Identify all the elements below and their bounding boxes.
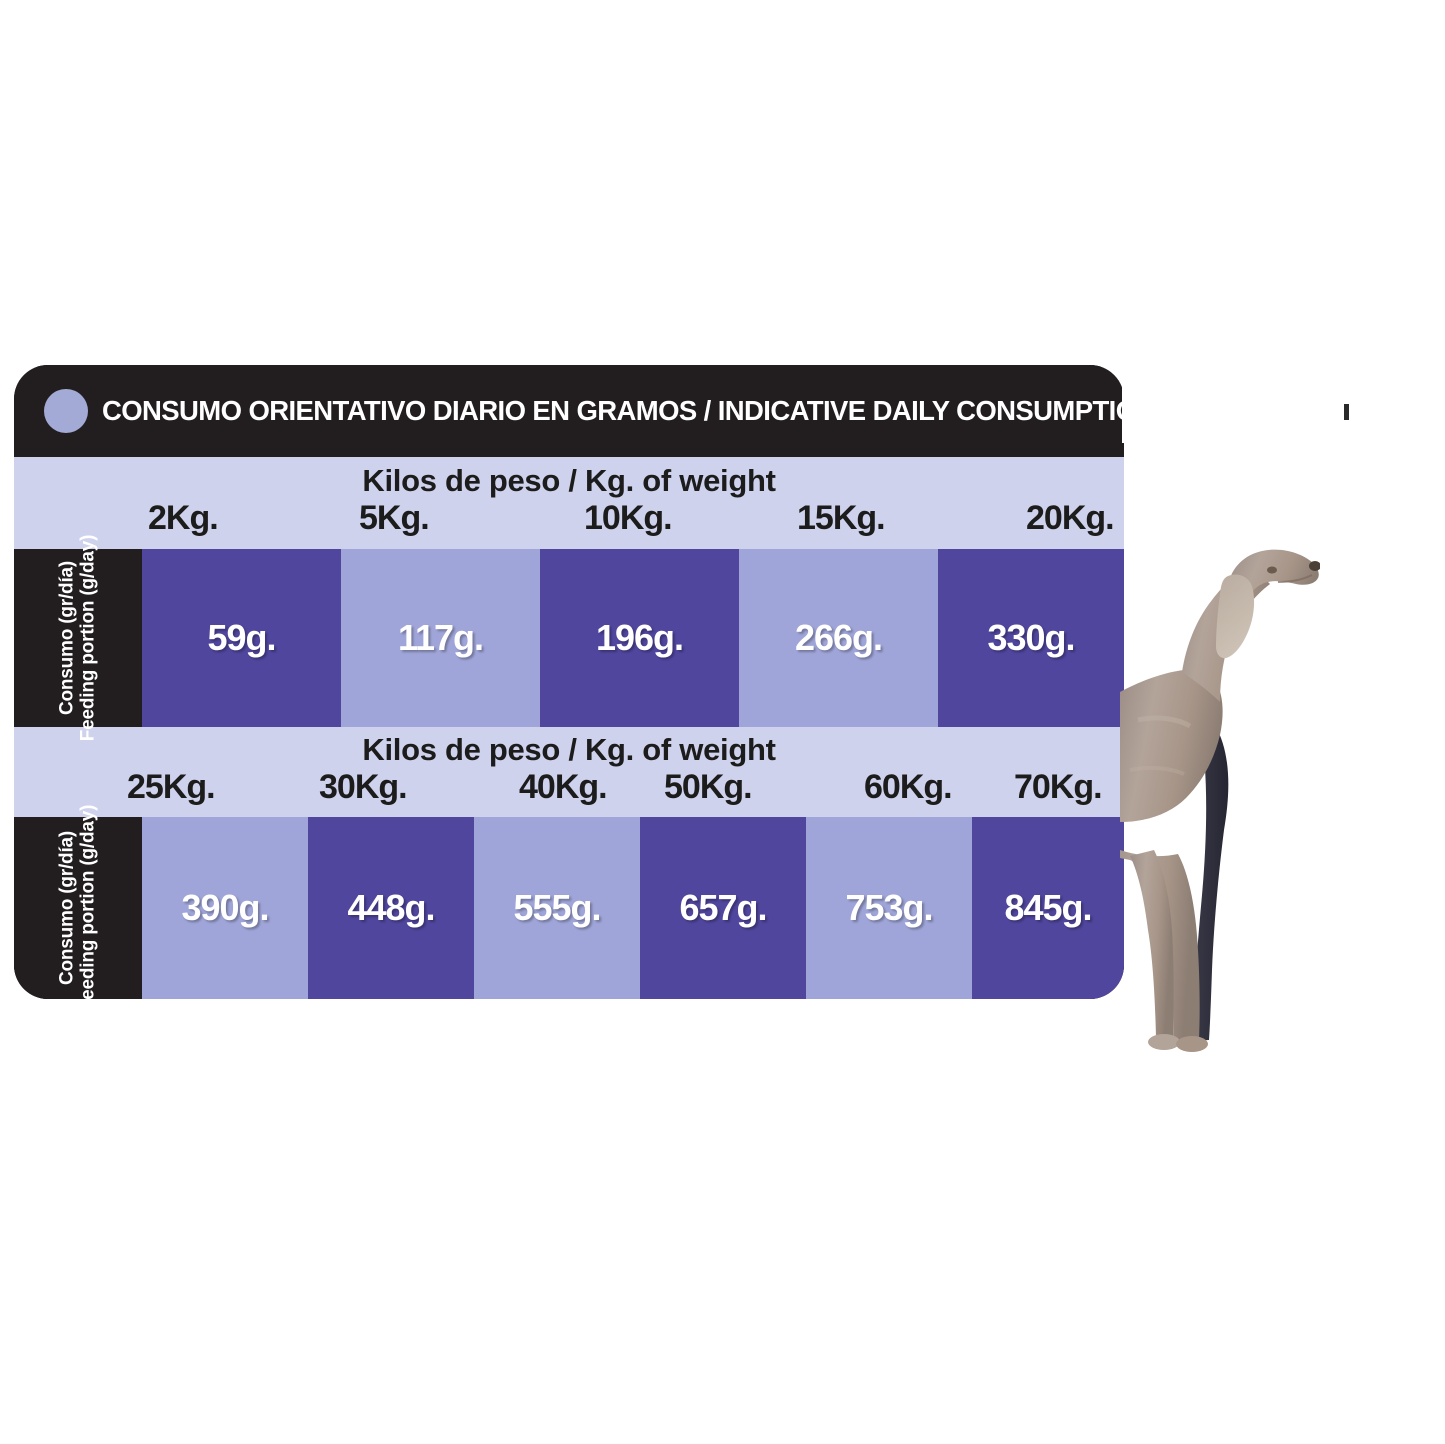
weight-header-band-2: Kilos de peso / Kg. of weight 25Kg. 30Kg… bbox=[14, 727, 1124, 817]
feeding-section-small-dogs: Kilos de peso / Kg. of weight 2Kg. 5Kg. … bbox=[14, 457, 1124, 741]
side-label-es-2: Consumo (gr/día) bbox=[56, 830, 78, 986]
weight-label-30kg: 30Kg. bbox=[319, 768, 408, 806]
weight-label-5kg: 5Kg. bbox=[359, 499, 430, 537]
side-label-consumption-1: Consumo (gr/día) Feeding portion (g/day) bbox=[14, 535, 142, 741]
portion-row-2: Consumo (gr/día) Feeding portion (g/day)… bbox=[14, 805, 1124, 999]
weight-band-title-2: Kilos de peso / Kg. of weight bbox=[362, 732, 776, 767]
edge-mark bbox=[1344, 404, 1349, 420]
weight-label-40kg: 40Kg. bbox=[519, 768, 608, 806]
weight-label-50kg: 50Kg. bbox=[664, 768, 753, 806]
portion-cell-15kg: 266g. bbox=[739, 549, 938, 727]
weight-header-band-1: Kilos de peso / Kg. of weight 2Kg. 5Kg. … bbox=[14, 457, 1124, 549]
weight-band-title-1: Kilos de peso / Kg. of weight bbox=[362, 463, 776, 498]
side-label-en-2: Feeding portion (g/day) bbox=[78, 804, 99, 999]
portion-cell-60kg: 753g. bbox=[806, 817, 972, 999]
portion-cell-2kg: 59g. bbox=[142, 549, 341, 727]
background-patch bbox=[1122, 365, 1322, 443]
weight-label-15kg: 15Kg. bbox=[797, 499, 886, 537]
card-title-bar: CONSUMO ORIENTATIVO DIARIO EN GRAMOS / I… bbox=[14, 365, 1124, 457]
portion-cell-70kg: 845g. bbox=[972, 817, 1124, 999]
circle-bullet-icon bbox=[44, 389, 88, 433]
side-label-es-1: Consumo (gr/día) bbox=[56, 560, 78, 716]
portion-cell-30kg: 448g. bbox=[308, 817, 474, 999]
weight-label-20kg: 20Kg. bbox=[1026, 499, 1115, 537]
portion-row-1: Consumo (gr/día) Feeding portion (g/day)… bbox=[14, 535, 1124, 741]
weight-label-60kg: 60Kg. bbox=[864, 768, 953, 806]
weight-label-2kg: 2Kg. bbox=[148, 499, 219, 537]
portion-cell-10kg: 196g. bbox=[540, 549, 739, 727]
portion-cell-5kg: 117g. bbox=[341, 549, 540, 727]
portion-cell-50kg: 657g. bbox=[640, 817, 806, 999]
portion-cell-40kg: 555g. bbox=[474, 817, 640, 999]
weight-label-25kg: 25Kg. bbox=[127, 768, 216, 806]
weight-label-10kg: 10Kg. bbox=[584, 499, 673, 537]
portion-cell-25kg: 390g. bbox=[142, 817, 308, 999]
side-label-consumption-2: Consumo (gr/día) Feeding portion (g/day) bbox=[14, 805, 142, 999]
weimaraner-dog-photo bbox=[1120, 520, 1320, 1065]
side-label-en-1: Feeding portion (g/day) bbox=[78, 534, 99, 742]
weight-label-70kg: 70Kg. bbox=[1014, 768, 1103, 806]
feeding-guide-card: CONSUMO ORIENTATIVO DIARIO EN GRAMOS / I… bbox=[14, 365, 1124, 999]
card-title: CONSUMO ORIENTATIVO DIARIO EN GRAMOS / I… bbox=[102, 395, 1124, 426]
feeding-section-large-dogs: Kilos de peso / Kg. of weight 25Kg. 30Kg… bbox=[14, 727, 1124, 999]
portion-cell-20kg: 330g. bbox=[938, 549, 1124, 727]
